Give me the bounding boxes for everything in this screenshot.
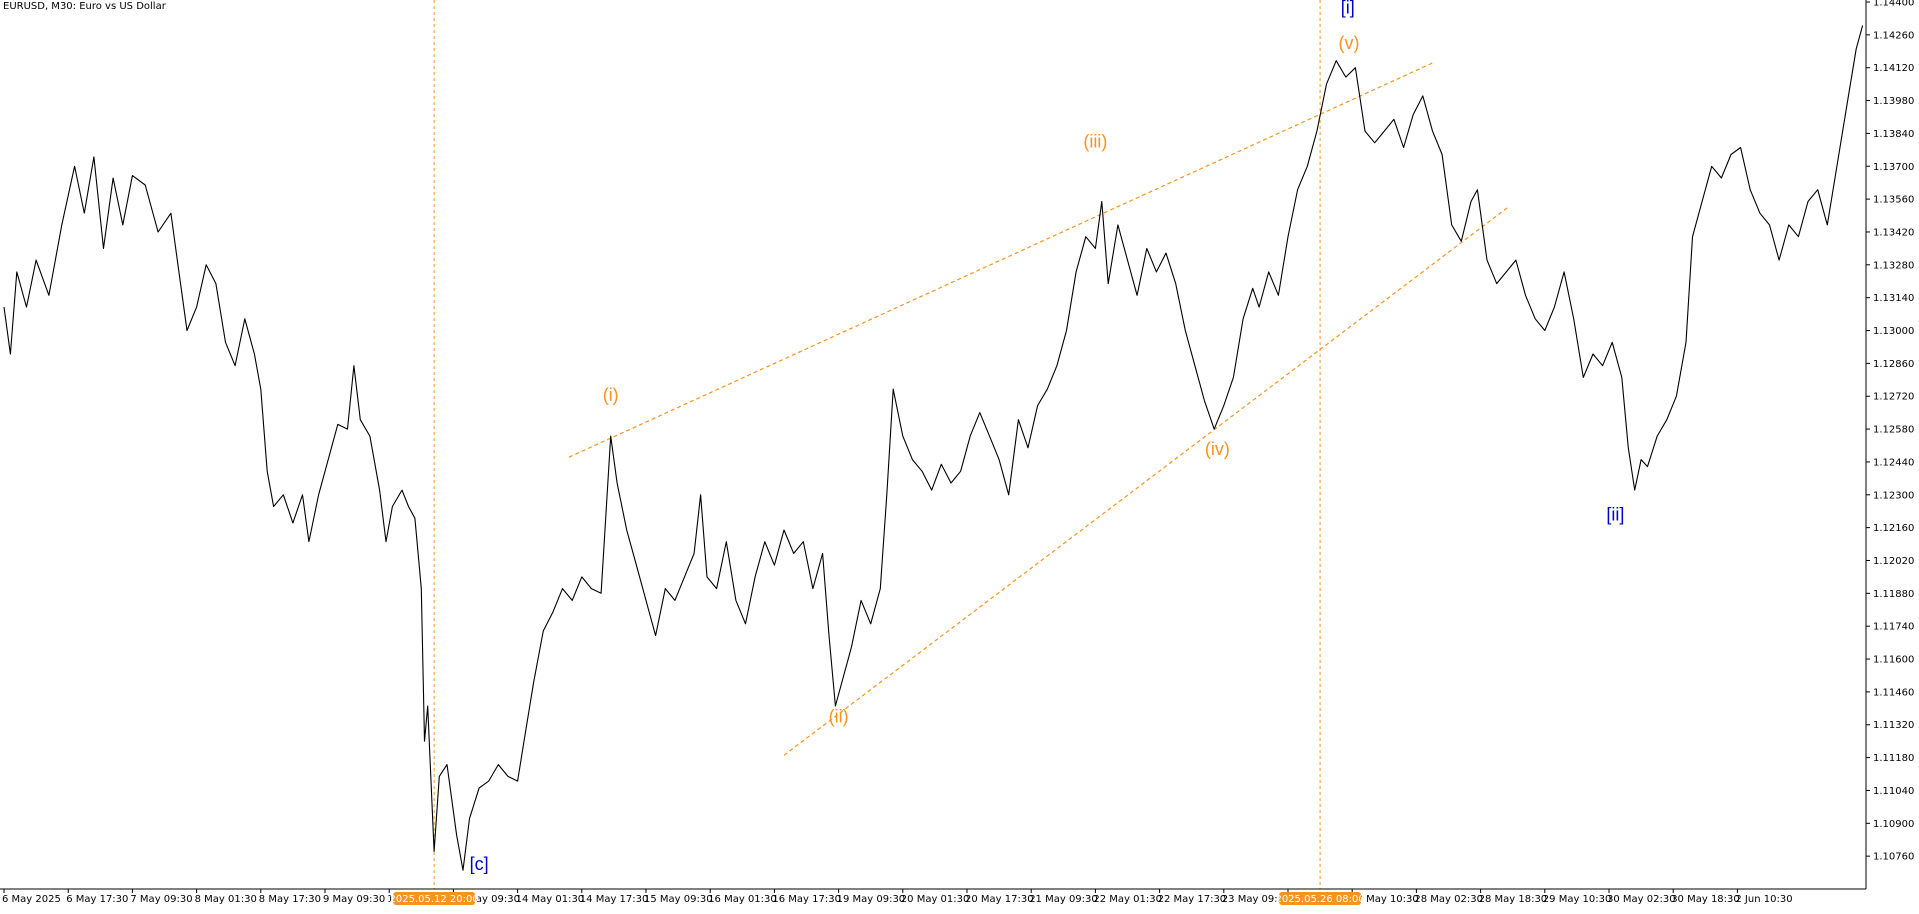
y-tick-label: 1.13700	[1873, 162, 1914, 173]
x-tick-label: 6 May 2025	[2, 894, 61, 905]
wave-label-ii: (ii)	[829, 706, 849, 726]
x-tick-label: 8 May 17:30	[259, 894, 321, 905]
price-series-line[interactable]	[3, 25, 1864, 871]
x-tick-label: 7 May 09:30	[130, 894, 192, 905]
x-tick-label: 29 May 10:30	[1543, 894, 1612, 905]
x-tick-label: 19 May 09:30	[837, 894, 906, 905]
x-tick-label: 13 May 09:30	[451, 894, 520, 905]
x-tick-label: 16 May 17:30	[772, 894, 841, 905]
x-highlight-box-1	[393, 892, 476, 905]
x-tick-label: 30 May 02:30	[1607, 894, 1676, 905]
wave-label-v: (v)	[1338, 33, 1359, 53]
y-tick-label: 1.12160	[1873, 523, 1914, 534]
y-tick-label: 1.14400	[1873, 0, 1914, 9]
y-tick-label: 1.11040	[1873, 786, 1914, 797]
y-tick-label: 1.11460	[1873, 687, 1914, 698]
y-tick-label: 1.10900	[1873, 819, 1914, 830]
chart-title: EURUSD, M30: Euro vs US Dollar	[3, 1, 167, 12]
y-tick-label: 1.12300	[1873, 490, 1914, 501]
y-tick-label: 1.13280	[1873, 260, 1914, 271]
y-tick-label: 1.11880	[1873, 589, 1914, 600]
x-tick-label: 6 May 17:30	[66, 894, 128, 905]
wave-label-ii: [ii]	[1606, 505, 1624, 525]
y-tick-label: 1.11180	[1873, 753, 1914, 764]
x-tick-label: 28 May 18:30	[1479, 894, 1548, 905]
wave-label-i: [i]	[1341, 0, 1355, 18]
y-tick-label: 1.12720	[1873, 392, 1914, 403]
y-tick-label: 1.13420	[1873, 227, 1914, 238]
x-tick-label: 2 Jun 10:30	[1735, 894, 1792, 905]
wave-label-i: (i)	[603, 385, 619, 405]
y-tick-label: 1.13000	[1873, 326, 1914, 337]
x-tick-label: 14 May 01:30	[516, 894, 585, 905]
y-tick-label: 1.13980	[1873, 96, 1914, 107]
y-tick-label: 1.12440	[1873, 457, 1914, 468]
x-tick-label: 21 May 09:30	[1029, 894, 1098, 905]
x-tick-label: 23 May 09:3	[1222, 894, 1284, 905]
y-tick-label: 1.12020	[1873, 556, 1914, 567]
y-tick-label: 1.11320	[1873, 720, 1914, 731]
x-tick-label: 22 May 01:30	[1093, 894, 1162, 905]
y-tick-label: 1.10760	[1873, 852, 1914, 863]
wave-label-iv: (iv)	[1205, 439, 1230, 459]
x-tick-label: 20 May 17:30	[965, 894, 1034, 905]
trendline-2[interactable]	[783, 205, 1510, 756]
x-highlight-box-2	[1279, 892, 1362, 905]
x-tick-label: 14 May 17:30	[580, 894, 649, 905]
y-tick-label: 1.13840	[1873, 129, 1914, 140]
x-tick-label: 16 May 01:30	[708, 894, 777, 905]
wave-label-c: [c]	[470, 854, 489, 874]
x-highlight-label-1: 2025.05.12 20:00	[390, 894, 479, 905]
x-highlight-label-2: 2025.05.26 08:00	[1275, 894, 1364, 905]
wave-label-iii: (iii)	[1083, 131, 1107, 151]
x-tick-label: 27 May 10:30	[1350, 894, 1419, 905]
x-tick-label: 9 May 09:30	[323, 894, 385, 905]
y-tick-label: 1.13140	[1873, 293, 1914, 304]
y-tick-label: 1.12860	[1873, 359, 1914, 370]
y-tick-label: 1.11740	[1873, 622, 1914, 633]
x-tick-label: 28 May 02:30	[1414, 894, 1483, 905]
trendline-1[interactable]	[568, 62, 1433, 458]
y-tick-label: 1.12580	[1873, 425, 1914, 436]
x-tick-label: 20 May 01:30	[901, 894, 970, 905]
y-tick-label: 1.14120	[1873, 63, 1914, 74]
x-tick-label: 8 May 01:30	[195, 894, 257, 905]
x-tick-label: 15 May 09:30	[644, 894, 713, 905]
x-tick-label: 22 May 17:30	[1158, 894, 1227, 905]
x-tick-label: 30 May 18:30	[1671, 894, 1740, 905]
y-tick-label: 1.11600	[1873, 655, 1914, 666]
y-tick-label: 1.14260	[1873, 30, 1914, 41]
y-tick-label: 1.13560	[1873, 195, 1914, 206]
